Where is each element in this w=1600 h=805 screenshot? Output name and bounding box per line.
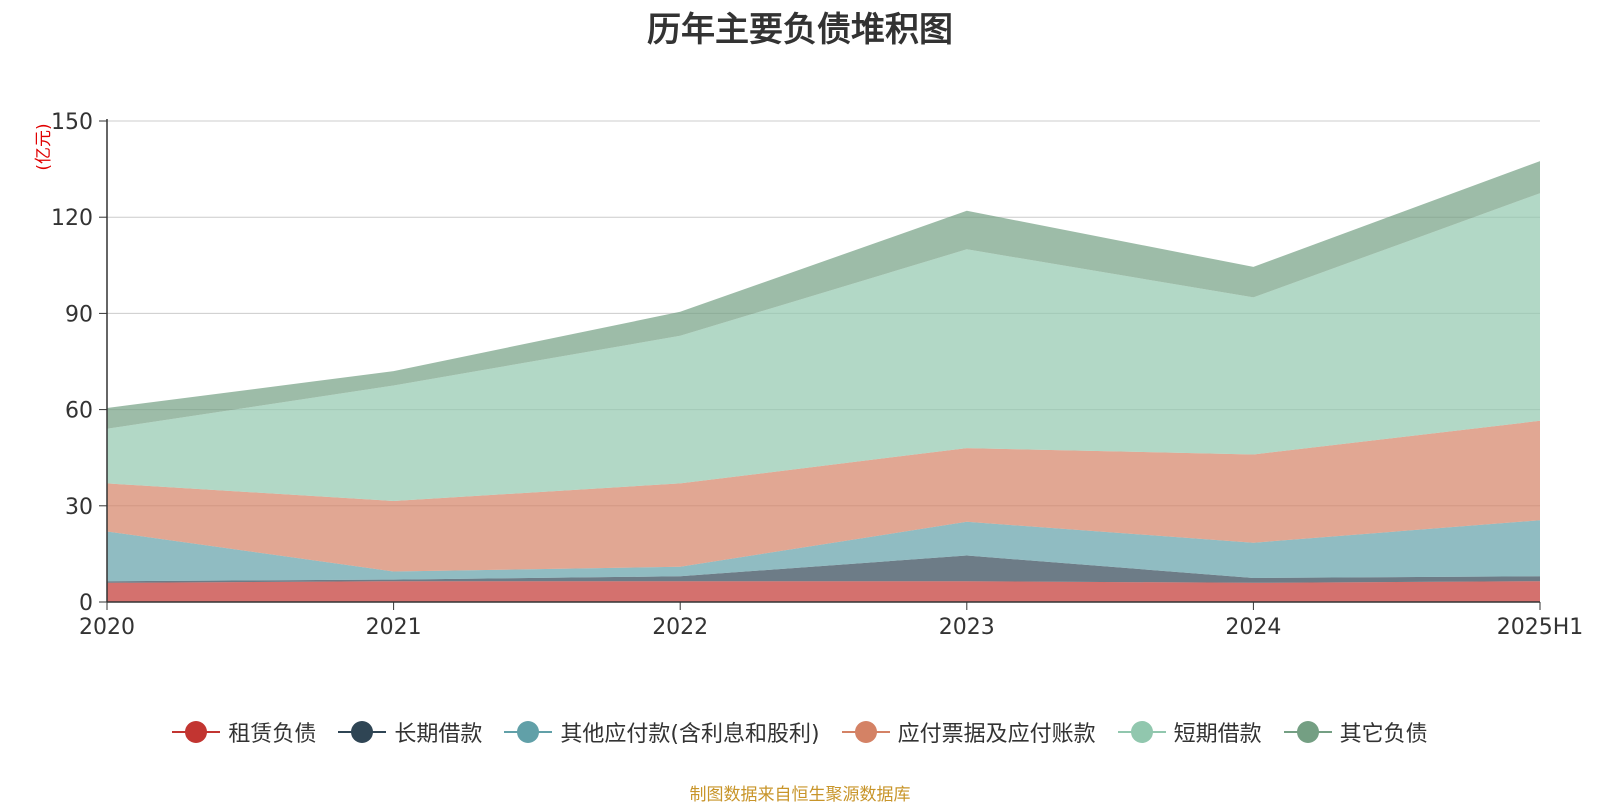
legend-label: 应付票据及应付账款 xyxy=(897,722,1096,747)
x-tick-label: 2025H1 xyxy=(1497,615,1584,640)
legend-marker-icon xyxy=(338,720,387,744)
x-tick-label: 2022 xyxy=(652,615,708,640)
legend-item[interactable]: 其它负债 xyxy=(1283,716,1428,748)
x-tick-label: 2024 xyxy=(1225,615,1281,640)
legend-item[interactable]: 短期借款 xyxy=(1117,716,1262,748)
y-tick-label: 0 xyxy=(79,591,93,616)
y-tick-label: 60 xyxy=(65,399,93,424)
area-series-租赁负债 xyxy=(107,581,1540,602)
legend-dot-icon xyxy=(1296,721,1319,743)
legend-marker-icon xyxy=(504,720,553,744)
legend-label: 长期借款 xyxy=(394,722,483,747)
legend-dot-icon xyxy=(185,721,208,743)
area-series-长期借款 xyxy=(107,555,1540,583)
legend-dot-icon xyxy=(517,721,540,743)
legend-marker-icon xyxy=(1117,720,1166,744)
y-tick-label: 30 xyxy=(65,495,93,520)
legend-item[interactable]: 租赁负债 xyxy=(172,716,316,748)
legend-item[interactable]: 应付票据及应付账款 xyxy=(841,716,1096,748)
area-series-其它负债 xyxy=(107,161,1540,429)
legend-label: 租赁负债 xyxy=(228,722,317,747)
area-series-应付票据及应付账款 xyxy=(107,420,1540,572)
legend-label: 其他应付款(含利息和股利) xyxy=(560,722,820,747)
area-series-其他应付款(含利息和股利) xyxy=(107,520,1540,582)
area-series-短期借款 xyxy=(107,193,1540,501)
legend-item[interactable]: 长期借款 xyxy=(338,716,482,748)
y-tick-label: 150 xyxy=(51,110,93,135)
y-tick-label: 120 xyxy=(51,206,93,231)
legend-marker-icon xyxy=(172,720,221,744)
legend: 租赁负债 长期借款 其他应付款(含利息和股利) 应付票据及应付账款 短期借款 其它负债 xyxy=(0,716,1600,748)
legend-dot-icon xyxy=(351,721,374,743)
legend-label: 其它负债 xyxy=(1339,722,1428,747)
source-note: 制图数据来自恒生聚源数据库 xyxy=(689,785,911,805)
x-tick-label: 2021 xyxy=(366,615,422,640)
legend-dot-icon xyxy=(854,721,877,743)
legend-label: 短期借款 xyxy=(1173,722,1262,747)
x-tick-label: 2020 xyxy=(79,615,135,640)
legend-dot-icon xyxy=(1130,721,1153,743)
x-tick-label: 2023 xyxy=(939,615,995,640)
chart-title: 历年主要负债堆积图 xyxy=(647,10,953,50)
y-tick-label: 90 xyxy=(65,302,93,327)
legend-marker-icon xyxy=(841,720,890,744)
legend-item[interactable]: 其他应付款(含利息和股利) xyxy=(504,716,820,748)
legend-marker-icon xyxy=(1283,720,1332,744)
y-axis-label: (亿元) xyxy=(34,123,54,170)
